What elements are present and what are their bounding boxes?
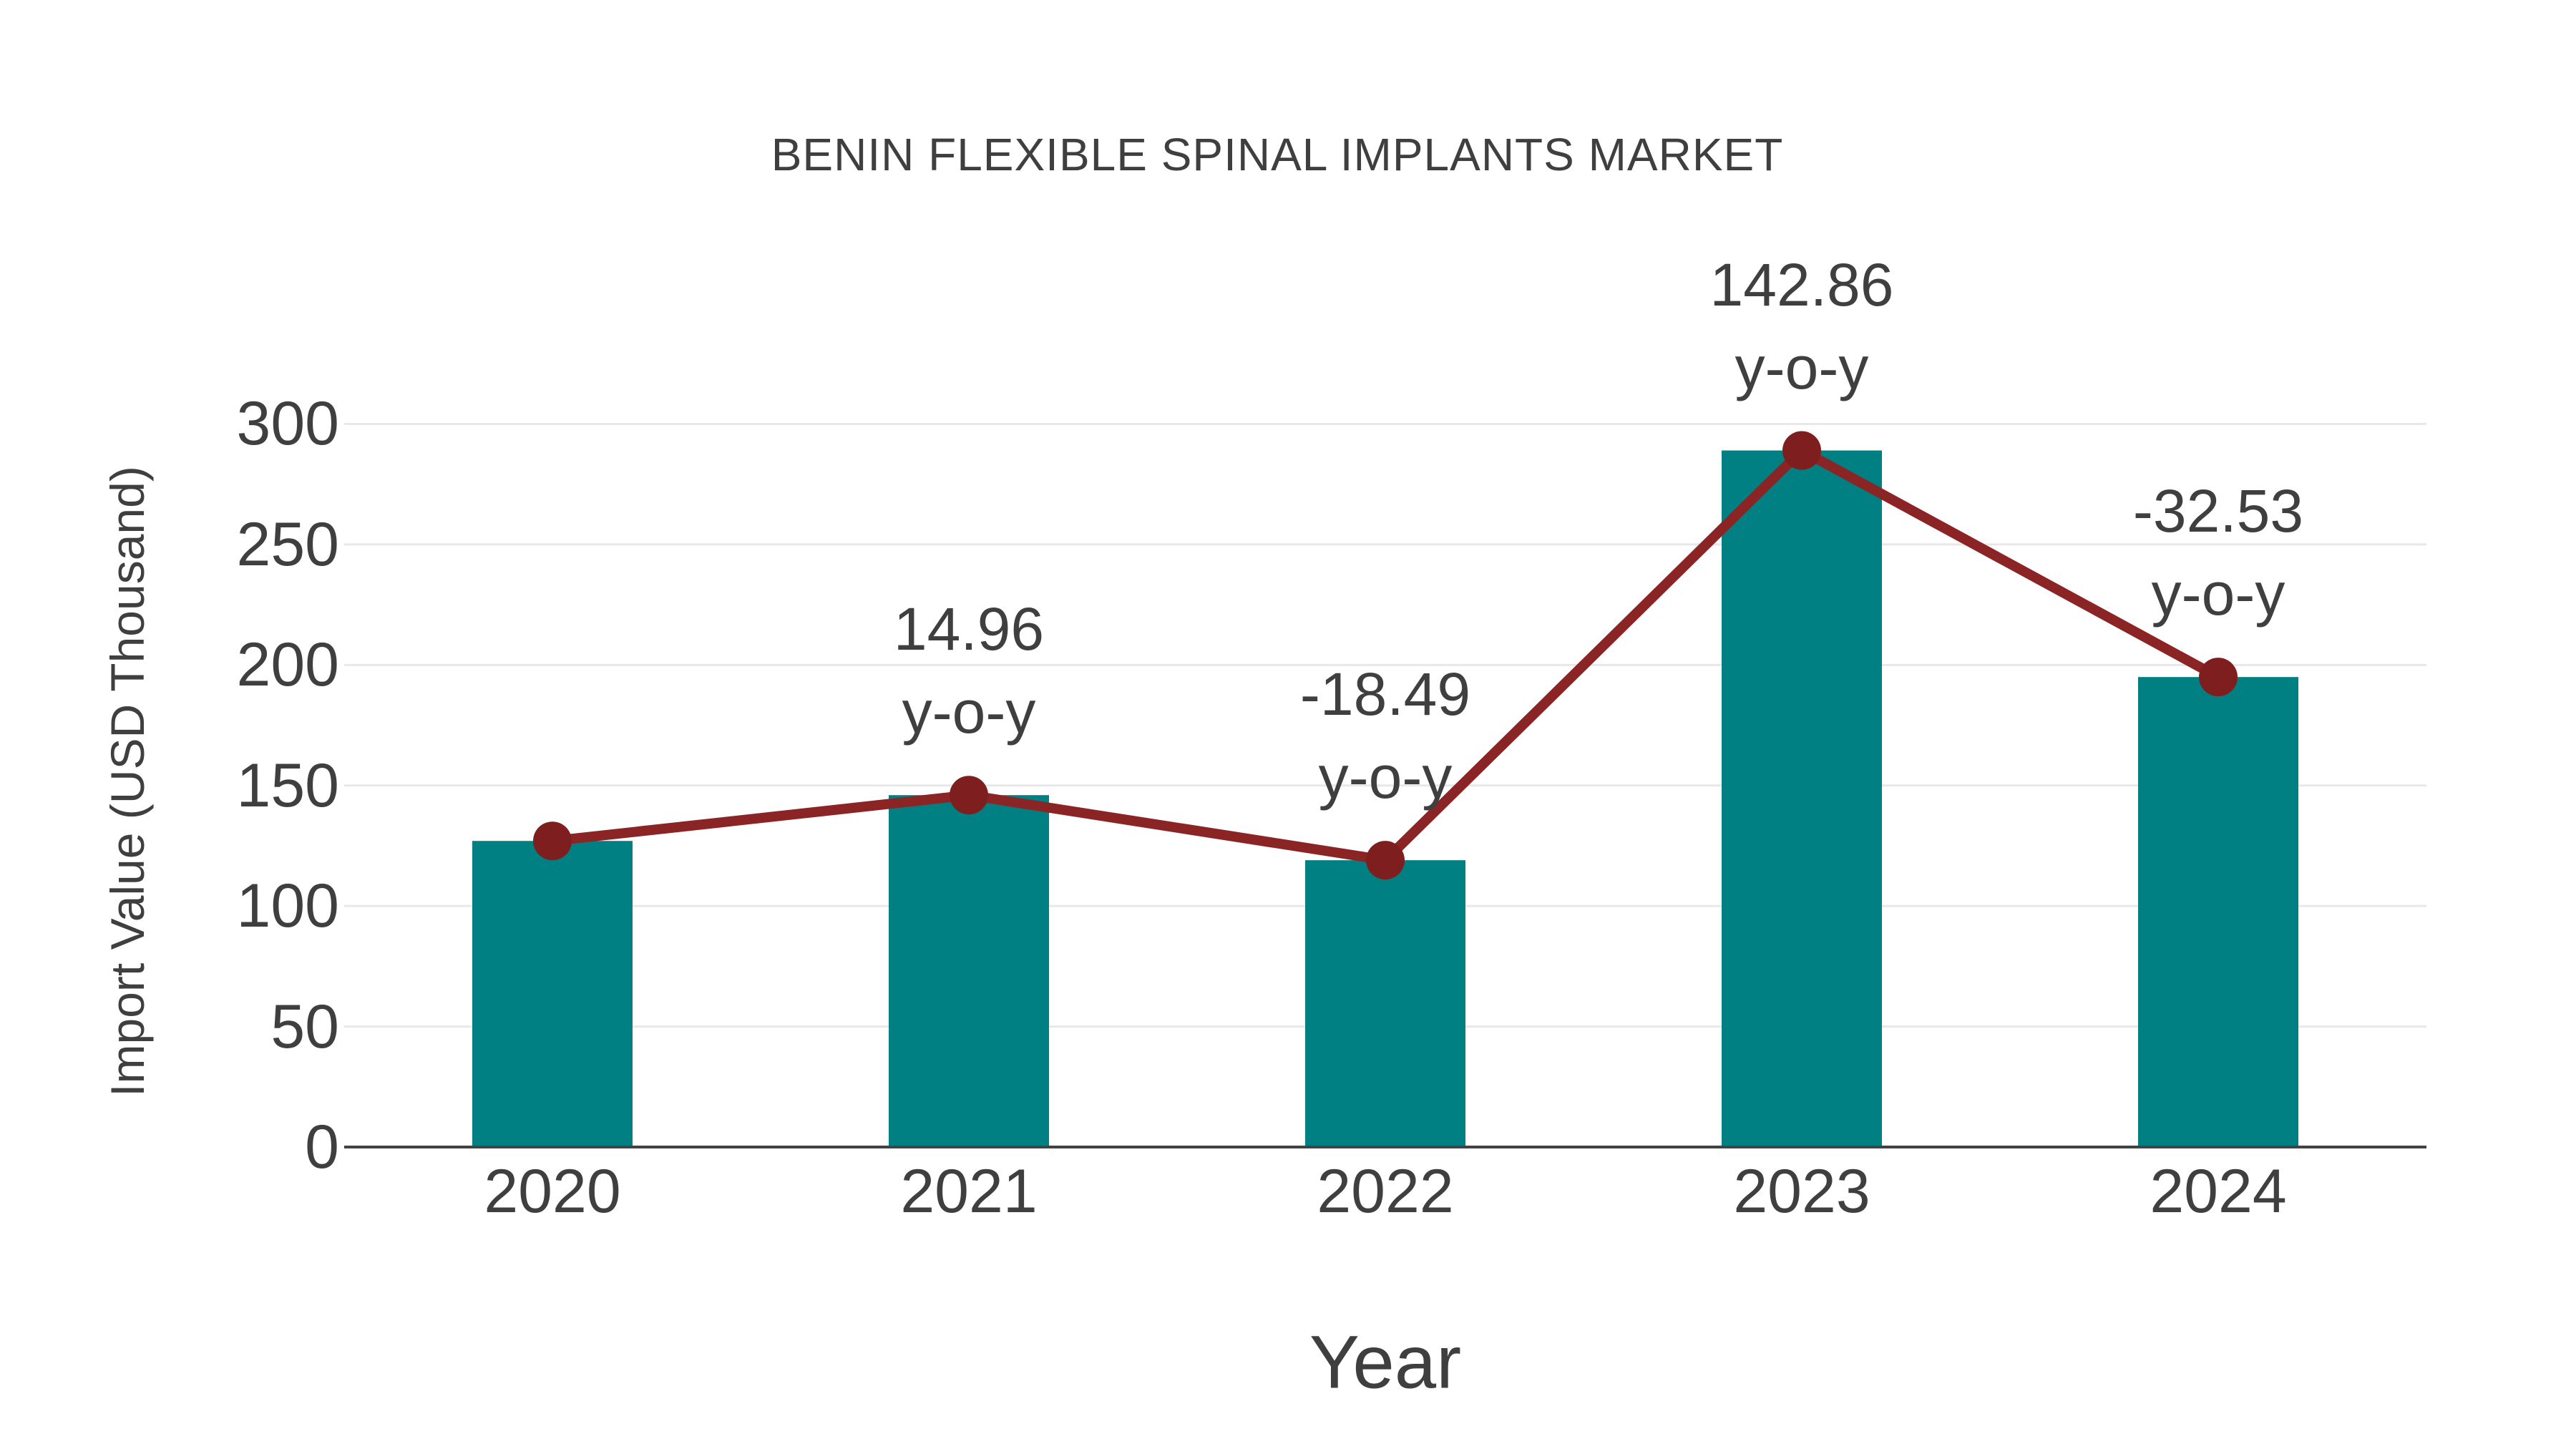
annotation-2024-value: -32.53: [2132, 477, 2304, 545]
marker-2020[interactable]: [533, 821, 572, 861]
x-axis-title: Year: [1309, 1320, 1462, 1405]
annotation-2022-value: -18.49: [1299, 660, 1471, 728]
marker-2024[interactable]: [2199, 658, 2238, 697]
annotation-2024-label: y-o-y: [2151, 560, 2285, 628]
annotation-2023-value: 142.86: [1709, 250, 1894, 318]
marker-2023[interactable]: [1782, 431, 1821, 470]
x-tick-2020: 2020: [484, 1157, 621, 1226]
marker-2021[interactable]: [950, 776, 988, 815]
bar-2022[interactable]: [1305, 860, 1465, 1147]
bar-2020[interactable]: [472, 841, 633, 1147]
annotation-2023-label: y-o-y: [1735, 333, 1869, 401]
bar-2021[interactable]: [889, 795, 1049, 1147]
y-tick-0: 0: [305, 1113, 339, 1181]
x-tick-2021: 2021: [900, 1157, 1038, 1226]
y-tick-200: 200: [236, 630, 340, 700]
y-tick-150: 150: [236, 751, 340, 820]
y-tick-50: 50: [270, 992, 339, 1061]
y-tick-250: 250: [236, 509, 340, 579]
chart-title: BENIN FLEXIBLE SPINAL IMPLANTS MARKET: [771, 129, 1784, 180]
annotation-2021-value: 14.96: [893, 595, 1045, 663]
x-tick-2022: 2022: [1317, 1157, 1454, 1226]
y-tick-300: 300: [236, 389, 340, 459]
bar-2023[interactable]: [1722, 450, 1882, 1147]
annotation-2021-label: y-o-y: [902, 678, 1036, 746]
x-tick-2023: 2023: [1733, 1157, 1870, 1226]
x-tick-2024: 2024: [2150, 1157, 2287, 1226]
bar-2024[interactable]: [2138, 677, 2298, 1147]
y-tick-100: 100: [236, 872, 340, 941]
annotation-2022-label: y-o-y: [1318, 743, 1453, 811]
marker-2022[interactable]: [1366, 841, 1405, 880]
